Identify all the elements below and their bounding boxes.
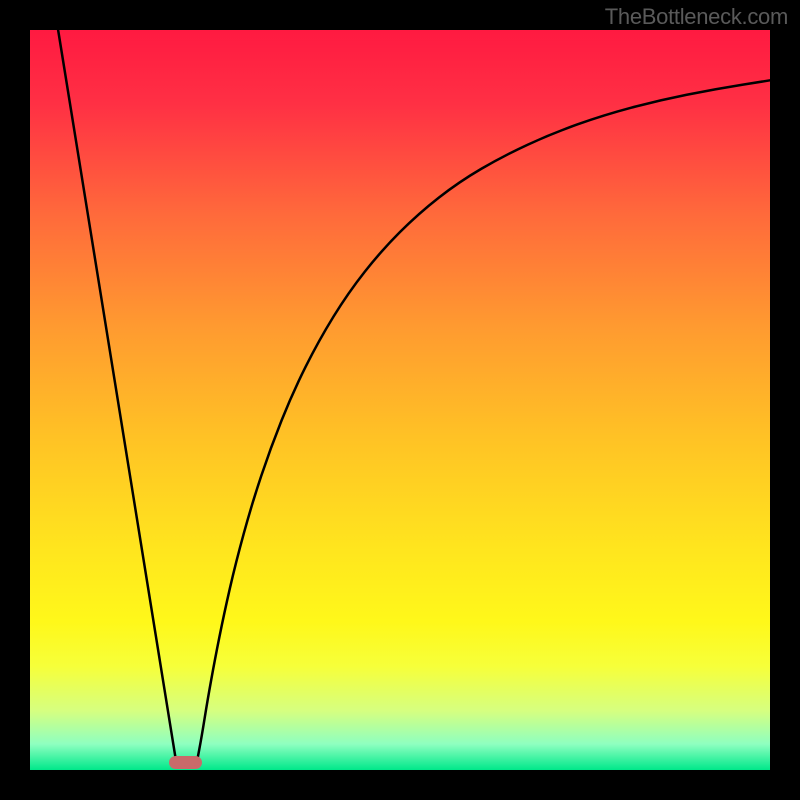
bottleneck-curve [58, 30, 770, 764]
dip-marker [169, 756, 202, 769]
plot-region [30, 30, 770, 770]
watermark-text: TheBottleneck.com [605, 4, 788, 30]
curve-svg [30, 30, 770, 770]
